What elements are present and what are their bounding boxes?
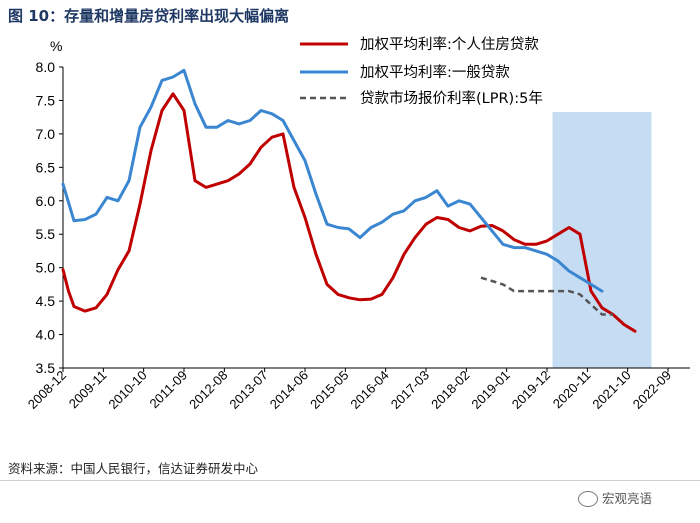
series-line: [61, 92, 637, 333]
x-tick-label: 2014-06: [267, 368, 311, 412]
legend-label: 加权平均利率:一般贷款: [360, 64, 510, 81]
watermark: 宏观亮语: [578, 488, 652, 508]
series-line: [480, 276, 613, 316]
chart: 3.5 4.0 4.5 5.0 5.5 6.0 6.5 7.0 7.5 8.0% 2008-122…: [25, 36, 690, 412]
x-tick-label: 2010-10: [105, 368, 149, 412]
y-tick-label: 8.0: [36, 59, 56, 75]
x-tick-label: 2018-02: [428, 368, 472, 412]
x-tick-label: 2020-11: [550, 368, 594, 412]
y-tick-label: 4.5: [36, 293, 56, 309]
x-axis: 2008-122009-112010-102011-092012-082013-…: [25, 367, 690, 412]
y-axis-label: %: [50, 38, 62, 54]
wechat-icon: [578, 490, 598, 507]
x-tick-label: 2017-03: [388, 368, 432, 412]
y-tick-label: 7.0: [36, 126, 56, 142]
y-tick-label: 3.5: [36, 360, 56, 376]
y-tick-label: 4.0: [36, 327, 56, 343]
x-tick-label: 2021-10: [589, 368, 633, 412]
y-tick-label: 7.5: [36, 92, 56, 108]
x-tick-label: 2013-07: [226, 368, 270, 412]
x-tick-label: 2009-11: [66, 368, 110, 412]
x-tick-label: 2016-04: [347, 368, 391, 412]
legend-label: 贷款市场报价利率(LPR):5年: [360, 90, 543, 107]
y-axis: 3.5 4.0 4.5 5.0 5.5 6.0 6.5 7.0 7.5 8.0%: [36, 38, 64, 376]
footer-divider: [0, 480, 700, 481]
watermark-text: 宏观亮语: [602, 491, 653, 506]
y-tick-label: 5.5: [36, 226, 56, 242]
y-tick-label: 6.0: [36, 193, 56, 209]
x-tick-label: 2015-05: [307, 368, 351, 412]
highlight-region: [552, 112, 652, 368]
x-tick-label: 2019-01: [468, 368, 512, 412]
y-tick-label: 5.0: [36, 260, 56, 276]
y-tick-label: 6.5: [36, 159, 56, 175]
x-tick-label: 2012-08: [186, 368, 230, 412]
x-tick-label: 2022-09: [630, 368, 674, 412]
x-tick-label: 2019-12: [509, 368, 553, 412]
series-line: [61, 68, 604, 293]
x-tick-label: 2011-09: [146, 368, 190, 412]
chart-title: 图 10：存量和增量房贷利率出现大幅偏离: [8, 7, 290, 25]
series-lines: [61, 68, 637, 333]
source-note: 资料来源：中国人民银行，信达证券研发中心: [8, 461, 259, 476]
legend-label: 加权平均利率:个人住房贷款: [360, 36, 539, 53]
